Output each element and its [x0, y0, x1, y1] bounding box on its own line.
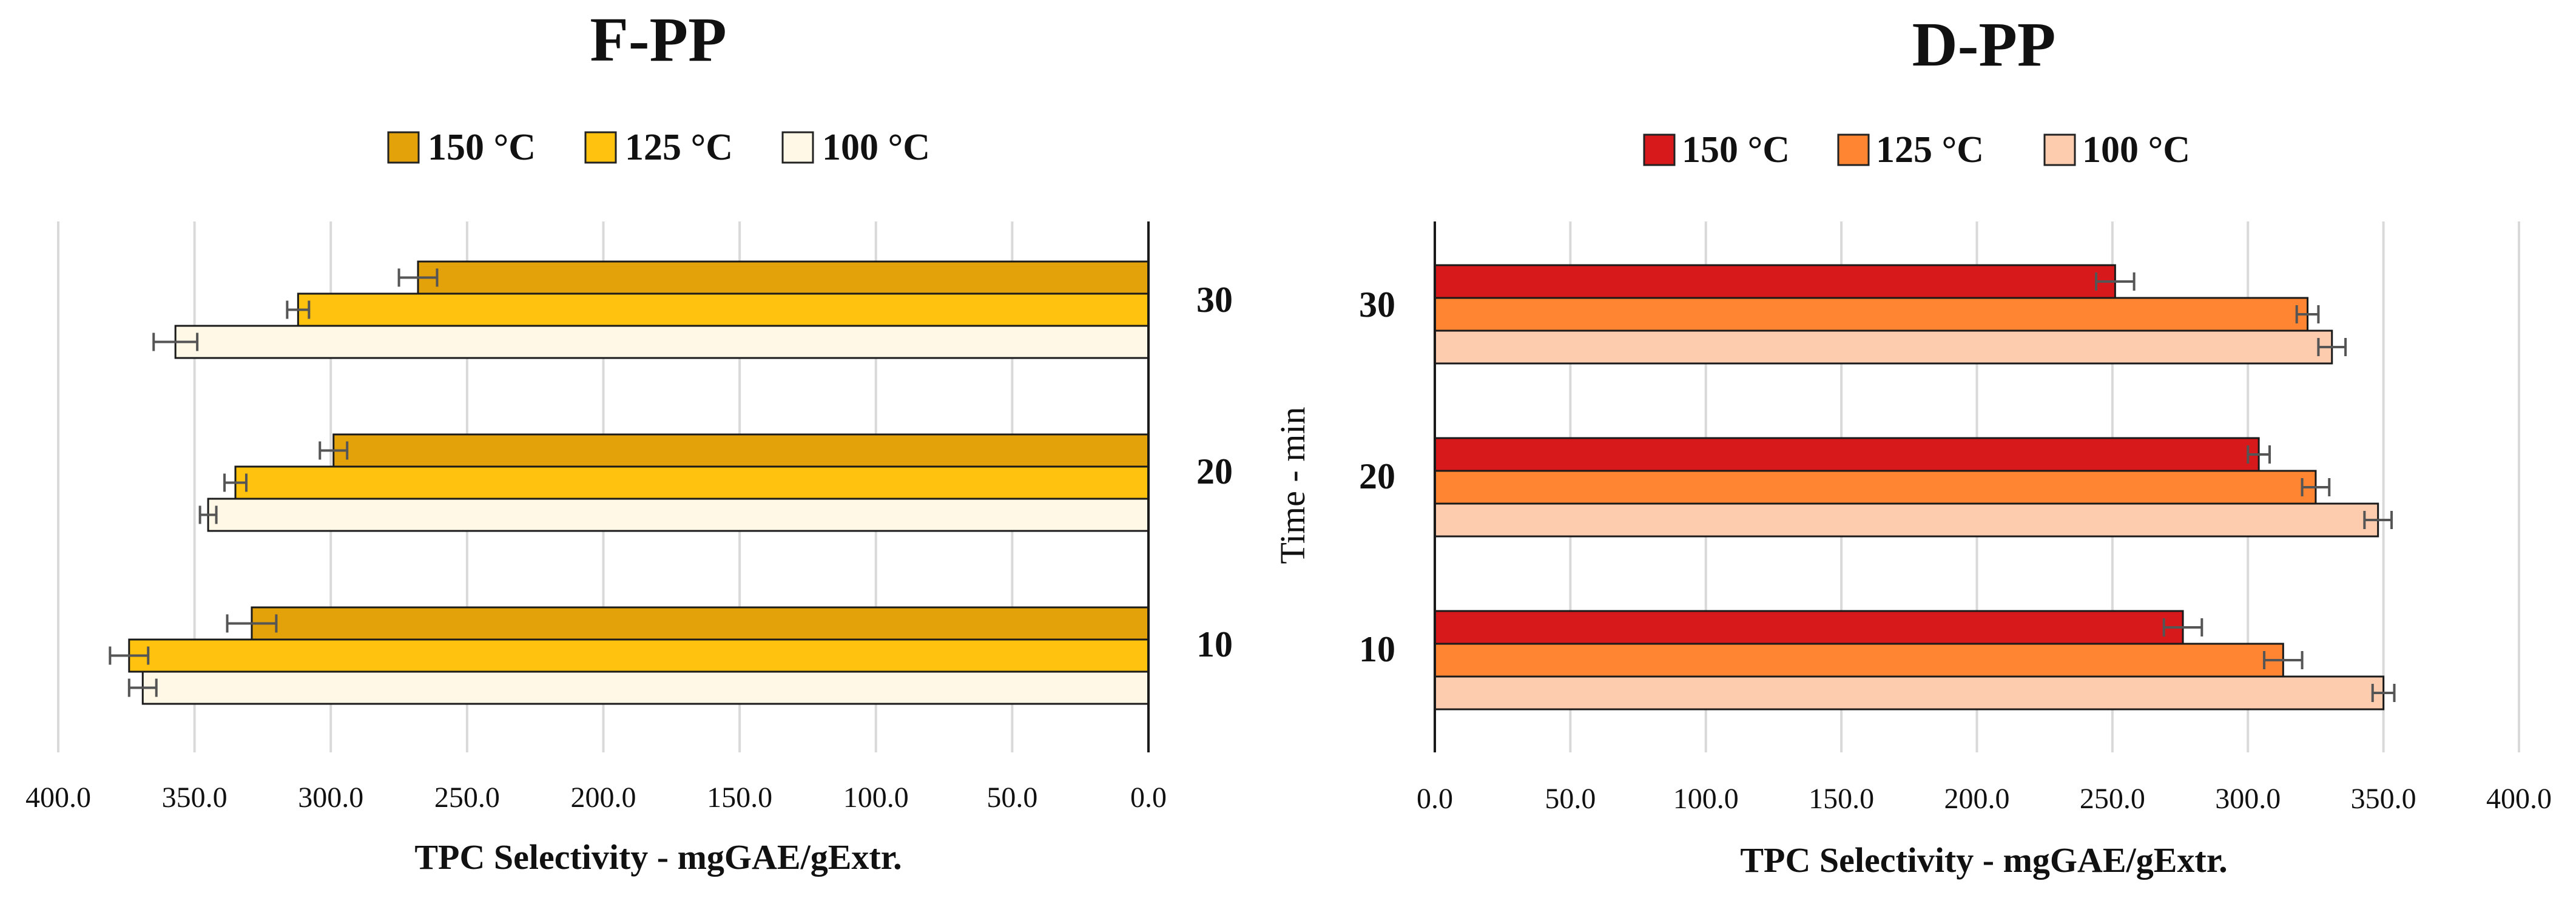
- x-axis-title: TPC Selectivity - mgGAE/gExtr.: [414, 837, 902, 877]
- bar: [207, 498, 1150, 532]
- y-axis-title: Time - min: [1273, 407, 1312, 564]
- x-tick-label: 0.0: [1417, 783, 1453, 815]
- bar: [1434, 643, 2284, 678]
- bar: [234, 465, 1150, 500]
- x-tick-label: 200.0: [571, 782, 636, 814]
- bar: [1434, 675, 2385, 711]
- legend-swatch-100: [2043, 133, 2076, 166]
- plot-area: 0.0 50.0 100.0 150.0 200.0 250.0 300.0 350.0 400…: [25, 221, 1233, 814]
- x-tick-label: 300.0: [2215, 783, 2281, 815]
- bar: [1434, 264, 2116, 299]
- x-tick-label: 400.0: [2486, 783, 2552, 815]
- y-tick-label: 10: [1196, 624, 1233, 664]
- bar: [1434, 610, 2184, 645]
- bar: [417, 260, 1150, 295]
- x-tick-label: 150.0: [1809, 783, 1874, 815]
- y-tick-label: 30: [1359, 285, 1395, 325]
- x-tick-label: 350.0: [162, 782, 228, 814]
- bar: [251, 606, 1150, 641]
- bar: [1434, 297, 2309, 332]
- legend-label-100: 100 °C: [822, 127, 930, 168]
- legend-item: 150 °C: [1643, 129, 1790, 170]
- legend-swatch-125: [584, 131, 617, 164]
- bar: [297, 292, 1150, 327]
- x-tick-label: 400.0: [25, 782, 91, 814]
- legend-label-100: 100 °C: [2082, 129, 2190, 170]
- x-tick-label: 300.0: [298, 782, 363, 814]
- y-tick-label: 10: [1359, 629, 1395, 669]
- y-tick-label: 30: [1196, 280, 1233, 320]
- x-tick-label: 250.0: [2080, 783, 2145, 815]
- plot-area: 0.0 50.0 100.0 150.0 200.0 250.0 300.0 350.0 400…: [1359, 221, 2552, 815]
- legend-item: 125 °C: [1837, 129, 1984, 170]
- bar: [1434, 329, 2333, 365]
- legend-label-125: 125 °C: [1876, 129, 1984, 170]
- legend-swatch-125: [1837, 133, 1870, 166]
- legend-item: 150 °C: [387, 127, 536, 168]
- x-tick-label: 50.0: [986, 782, 1037, 814]
- y-tick-label: 20: [1359, 456, 1395, 496]
- y-tick-label: 20: [1196, 451, 1233, 491]
- x-tick-label: 0.0: [1130, 782, 1167, 814]
- legend-swatch-100: [781, 131, 814, 164]
- bar: [141, 670, 1150, 705]
- legend-item: 100 °C: [781, 127, 930, 168]
- bar: [1434, 470, 2317, 505]
- chart-title: D-PP: [1912, 10, 2056, 79]
- legend: 150 °C 125 °C 100 °C: [1643, 129, 2190, 170]
- legend-item: 125 °C: [584, 127, 733, 168]
- bar: [128, 638, 1150, 673]
- x-tick-label: 100.0: [1673, 783, 1739, 815]
- bar: [332, 433, 1150, 468]
- x-tick-label: 350.0: [2351, 783, 2416, 815]
- legend: 150 °C 125 °C 100 °C: [387, 127, 930, 168]
- legend-label-125: 125 °C: [625, 127, 733, 168]
- x-tick-label: 50.0: [1545, 783, 1596, 815]
- x-tick-label: 150.0: [707, 782, 772, 814]
- x-tick-label: 200.0: [1944, 783, 2010, 815]
- chart-fpp: F-PP 150 °C 125 °C 100 °C 0.0 50.0 100.0 15…: [25, 5, 1233, 877]
- legend-swatch-150: [387, 131, 420, 164]
- legend-swatch-150: [1643, 133, 1676, 166]
- bar: [1434, 502, 2379, 538]
- x-tick-label: 100.0: [843, 782, 909, 814]
- legend-label-150: 150 °C: [428, 127, 536, 168]
- chart-dpp: D-PP 150 °C 125 °C 100 °C 0.0 50.0 100.0 15…: [1273, 10, 2552, 880]
- legend-item: 100 °C: [2043, 129, 2190, 170]
- legend-label-150: 150 °C: [1682, 129, 1790, 170]
- bar: [174, 325, 1150, 359]
- chart-title: F-PP: [590, 5, 726, 75]
- x-tick-label: 250.0: [434, 782, 500, 814]
- bar: [1434, 437, 2260, 472]
- x-axis-title: TPC Selectivity - mgGAE/gExtr.: [1740, 840, 2227, 880]
